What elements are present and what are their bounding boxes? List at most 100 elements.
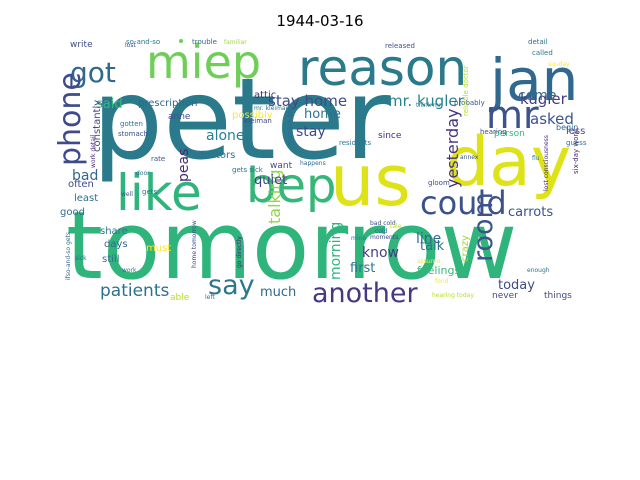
word-less: less	[566, 126, 585, 137]
word-morning: morning	[328, 222, 344, 280]
word-feelings: feelings	[417, 264, 460, 277]
word-bad-cold: bad cold	[370, 220, 396, 227]
word-six-day-work: six-day work	[572, 129, 580, 174]
word-day: day	[446, 123, 571, 202]
word-things: things	[544, 291, 572, 301]
word-since: since	[378, 131, 402, 141]
word-good: good	[60, 207, 85, 218]
word-sick: sick	[75, 255, 87, 262]
word-released: released	[385, 42, 415, 50]
word-cold: cold	[375, 228, 388, 235]
word-peter: peter	[92, 55, 392, 185]
word-gotten: gotten	[120, 120, 143, 128]
word-room: room	[468, 192, 499, 262]
word-stomach: stomach	[118, 130, 148, 138]
word-kleiman: kleiman	[244, 117, 272, 125]
page-title: 1944-03-16	[276, 12, 364, 30]
word-quiet: quiet	[254, 173, 287, 188]
word-often: often	[68, 179, 94, 190]
word-prescription: prescription	[138, 98, 198, 109]
word-said: said	[96, 97, 123, 112]
word-phone: phone	[53, 72, 88, 166]
word-mine: mine	[351, 235, 366, 242]
word-first: first	[350, 261, 375, 276]
word-anne: anne	[168, 112, 191, 122]
word-assume: assume	[417, 258, 441, 265]
word-doctors: doctors	[198, 150, 235, 161]
word-gloom: gloom	[428, 179, 450, 187]
word-probably: probably	[454, 99, 485, 107]
word-another: another	[312, 278, 418, 309]
word-hearing: hearing	[480, 128, 507, 136]
word-possibly: possibly	[232, 110, 273, 121]
word-talking: talking	[265, 169, 284, 224]
word-yesterday: yesterday	[443, 109, 462, 189]
word-ifso-and-so-gets: ifso-and-so gets	[65, 232, 72, 280]
word-gets-sick: gets sick	[232, 166, 264, 174]
word-annex: annex	[460, 154, 479, 161]
word-lost-consciousness: lost consciousness	[543, 135, 550, 191]
word-trouble: trouble	[192, 38, 217, 46]
word-rate: rate	[151, 155, 165, 163]
word-asked: asked	[530, 110, 574, 128]
word-stay-home: stay home	[268, 92, 347, 110]
word-familiar: familiar	[224, 39, 247, 46]
word-bep: bep	[246, 158, 336, 214]
word-jan: jan	[488, 46, 578, 114]
word-called: called	[532, 49, 553, 57]
word-share: share	[100, 226, 128, 237]
word-work-detail: work detail	[90, 134, 97, 168]
word-peas: peas	[176, 149, 192, 182]
word-mr-kleiman: mr. kleiman	[254, 105, 290, 112]
word-constantly: constantly	[92, 100, 103, 152]
word-could: could	[420, 184, 507, 222]
word-bad: bad	[72, 168, 98, 184]
word-know: know	[362, 245, 399, 261]
word-patients: patients	[100, 281, 169, 301]
word-mr: mr	[486, 93, 539, 137]
word-carrots: carrots	[508, 205, 553, 220]
word-crazy: crazy	[460, 235, 471, 262]
word-enough: enough	[527, 267, 550, 274]
word-think-mr: think mr.	[416, 102, 443, 109]
word-like: like	[116, 164, 202, 222]
word-stomach-bled: stomach bled	[287, 104, 294, 145]
word-home-tomorrow: home tomorrow	[191, 220, 198, 268]
word-mr-kugler: mr. kugler	[388, 92, 465, 110]
word-person: person	[494, 129, 525, 139]
word-moments: moments	[370, 234, 398, 241]
word-left: left	[205, 294, 215, 301]
word-us: us	[330, 140, 411, 222]
word-never: never	[492, 291, 518, 301]
dot-mark	[179, 39, 183, 43]
word-able: able	[170, 293, 190, 303]
word-much: much	[260, 285, 296, 300]
word-must: must	[146, 243, 171, 254]
word-reason: reason	[298, 39, 467, 97]
word-write: write	[70, 40, 93, 50]
word-want: want	[270, 161, 293, 171]
word-alone: alone	[206, 128, 245, 144]
word-least: least	[74, 193, 98, 204]
word-say: say	[208, 270, 255, 301]
word-detail: detail	[528, 38, 548, 46]
word-cloud-background	[48, 40, 592, 302]
word-miep: miep	[146, 35, 261, 89]
word-gets: gets	[142, 188, 157, 196]
word-lost: lost	[125, 42, 136, 49]
word-work: work	[122, 267, 137, 274]
word-reliable-doctor: reliable doctor	[462, 65, 470, 116]
word-still: still	[102, 254, 119, 265]
word-six-day: six-day	[548, 61, 570, 68]
word-well: well	[121, 191, 133, 198]
word-talk: talk	[420, 239, 445, 254]
word-flu: flu	[532, 155, 540, 162]
word-got: got	[70, 56, 116, 89]
word-guess: guess	[566, 139, 587, 147]
word-today: today	[498, 278, 535, 293]
word-begin: begin	[556, 123, 578, 132]
word-door: door	[136, 170, 150, 177]
word-attic: attic	[254, 90, 276, 101]
word-days: days	[104, 239, 128, 250]
